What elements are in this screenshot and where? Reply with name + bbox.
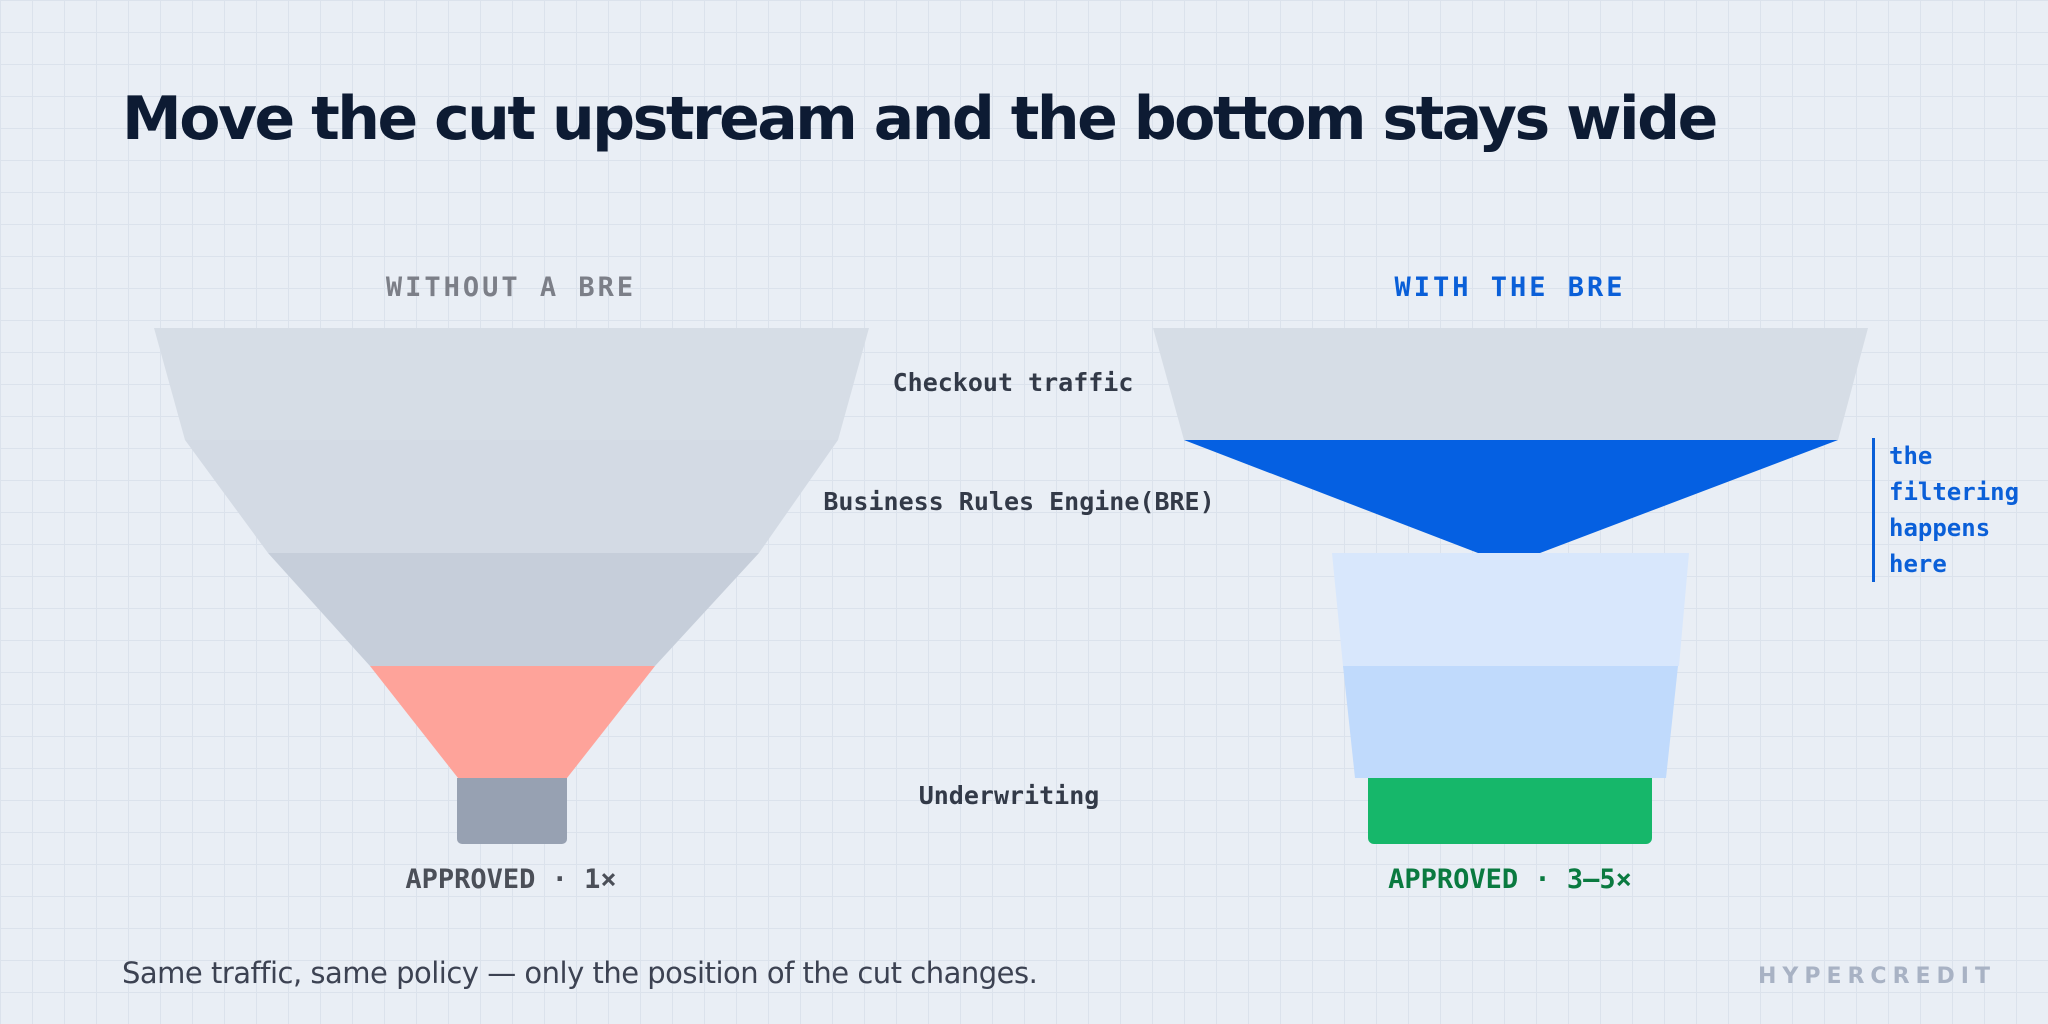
stage-label-checkout: Checkout traffic: [892, 368, 1134, 397]
left-checkout-segment: [154, 328, 869, 440]
heading-without-bre: WITHOUT A BRE: [385, 272, 637, 303]
left-approved-block: [457, 778, 567, 844]
filtering-annotation: the filtering happens here: [1872, 438, 2019, 582]
annotation-line: here: [1889, 550, 1947, 578]
stage-label-underwriting: Underwriting: [918, 781, 1100, 810]
right-checkout-segment: [1153, 328, 1868, 440]
approved-label-with-bre: APPROVED · 3–5×: [1388, 864, 1632, 895]
left-pre-underwriting-segment: [268, 553, 759, 666]
funnel-with-bre: [1153, 328, 1868, 844]
annotation-line: the: [1889, 442, 1933, 470]
annotation-line: happens: [1889, 514, 1991, 542]
right-underwriting-segment: [1343, 666, 1678, 778]
left-underwriting-reject-segment: [370, 666, 655, 778]
approved-label-without-bre: APPROVED · 1×: [405, 864, 617, 895]
left-bre-segment: [185, 440, 838, 553]
page-title: Move the cut upstream and the bottom sta…: [122, 84, 1718, 154]
brand-wordmark: HYPERCREDIT: [1757, 964, 1996, 989]
footer-caption: Same traffic, same policy — only the pos…: [122, 956, 1038, 990]
right-approved-block: [1368, 778, 1652, 844]
stage-label-bre: Business Rules Engine(BRE): [823, 487, 1215, 516]
right-post-bre-segment: [1332, 553, 1689, 666]
heading-with-bre: WITH THE BRE: [1394, 272, 1626, 303]
right-bre-cut-segment: [1184, 440, 1838, 553]
funnel-without-bre: [154, 328, 869, 844]
annotation-line: filtering: [1889, 478, 2020, 506]
